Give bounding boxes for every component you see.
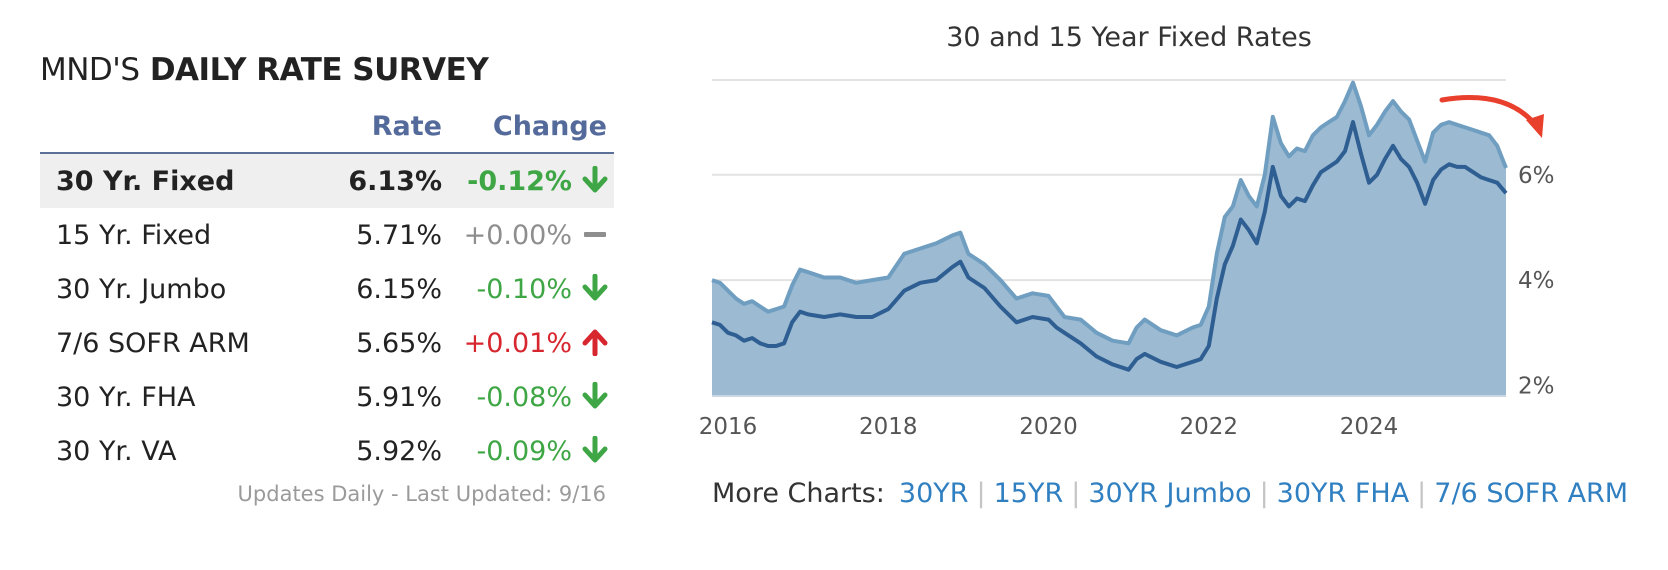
chart-title: 30 and 15 Year Fixed Rates <box>946 22 1312 53</box>
rate-change: -0.10% <box>476 274 572 305</box>
loan-type: 30 Yr. FHA <box>56 382 196 413</box>
chart-link[interactable]: 30YR FHA <box>1276 478 1410 509</box>
arrow-down-icon <box>582 273 608 302</box>
daily-rate-survey: MND'S DAILY RATE SURVEY Rate Change 30 Y… <box>40 48 614 506</box>
x-tick-label: 2022 <box>1179 414 1238 440</box>
series-15yr-line <box>711 120 1508 372</box>
arrow-down-icon <box>582 435 608 464</box>
chart-link[interactable]: 30YR Jumbo <box>1088 478 1252 509</box>
loan-type: 7/6 SOFR ARM <box>56 328 250 359</box>
chart-link[interactable]: 7/6 SOFR ARM <box>1434 478 1629 509</box>
series-30yr-area <box>712 82 1506 396</box>
rate-row: 15 Yr. Fixed 5.71% +0.00% <box>40 208 614 262</box>
rate-change: -0.12% <box>467 166 572 197</box>
series-30yr-line <box>711 80 1508 346</box>
arrow-up-icon <box>582 328 608 357</box>
link-separator: | <box>1071 478 1081 509</box>
y-tick-label: 6% <box>1518 163 1555 189</box>
survey-title: MND'S DAILY RATE SURVEY <box>40 48 614 98</box>
rate-value: 5.65% <box>356 328 442 359</box>
rate-change: -0.08% <box>476 382 572 413</box>
rate-change: +0.00% <box>463 220 572 251</box>
more-charts-links: More Charts: 30YR | 15YR | 30YR Jumbo | 30YR FH… <box>712 478 1628 509</box>
chart-link[interactable]: 15YR <box>993 478 1064 509</box>
dash-icon <box>582 220 608 248</box>
x-tick-label: 2016 <box>700 414 757 440</box>
rate-row: 30 Yr. FHA 5.91% -0.08% <box>40 370 614 424</box>
rate-row: 7/6 SOFR ARM 5.65% +0.01% <box>40 316 614 370</box>
rate-table-header: Rate Change <box>40 98 614 154</box>
rate-value: 5.92% <box>356 436 442 467</box>
survey-title-prefix: MND'S <box>40 52 140 88</box>
rates-chart-panel: 30 and 15 Year Fixed Rates 2016 2018 2020 2… <box>700 0 1668 570</box>
x-tick-label: 2020 <box>1019 414 1078 440</box>
rate-row: 30 Yr. Jumbo 6.15% -0.10% <box>40 262 614 316</box>
rate-row: 30 Yr. Fixed 6.13% -0.12% <box>40 154 614 208</box>
rates-chart: 2016 2018 2020 2022 2024 2% 4% 6% <box>700 79 1555 440</box>
rate-change: -0.09% <box>476 436 572 467</box>
y-tick-label: 4% <box>1518 268 1555 294</box>
chart-link[interactable]: 30YR <box>898 478 969 509</box>
x-tick-label: 2018 <box>859 414 918 440</box>
rate-value: 6.15% <box>356 274 442 305</box>
link-separator: | <box>1417 478 1427 509</box>
survey-title-main: DAILY RATE SURVEY <box>149 52 489 88</box>
loan-type: 30 Yr. VA <box>56 436 177 467</box>
last-updated-note: Updates Daily - Last Updated: 9/16 <box>237 482 606 506</box>
x-tick-label: 2024 <box>1340 414 1399 440</box>
more-charts-label: More Charts: <box>712 478 885 509</box>
rate-value: 5.91% <box>356 382 442 413</box>
rate-change: +0.01% <box>463 328 572 359</box>
trend-arrow-head-icon <box>1526 114 1544 138</box>
y-tick-label: 2% <box>1518 373 1555 399</box>
link-separator: | <box>976 478 986 509</box>
link-separator: | <box>1259 478 1269 509</box>
rate-value: 5.71% <box>356 220 442 251</box>
arrow-down-icon <box>582 381 608 410</box>
loan-type: 15 Yr. Fixed <box>56 220 212 251</box>
loan-type: 30 Yr. Jumbo <box>56 274 227 305</box>
loan-type: 30 Yr. Fixed <box>56 166 235 197</box>
rate-row: 30 Yr. VA 5.92% -0.09% <box>40 424 614 478</box>
rate-value: 6.13% <box>348 166 442 197</box>
rate-column-header: Rate <box>371 111 442 142</box>
arrow-down-icon <box>582 165 608 194</box>
change-column-header: Change <box>492 111 607 142</box>
rate-table-body: 30 Yr. Fixed 6.13% -0.12% 15 Yr. Fixed 5.71%… <box>40 154 614 478</box>
